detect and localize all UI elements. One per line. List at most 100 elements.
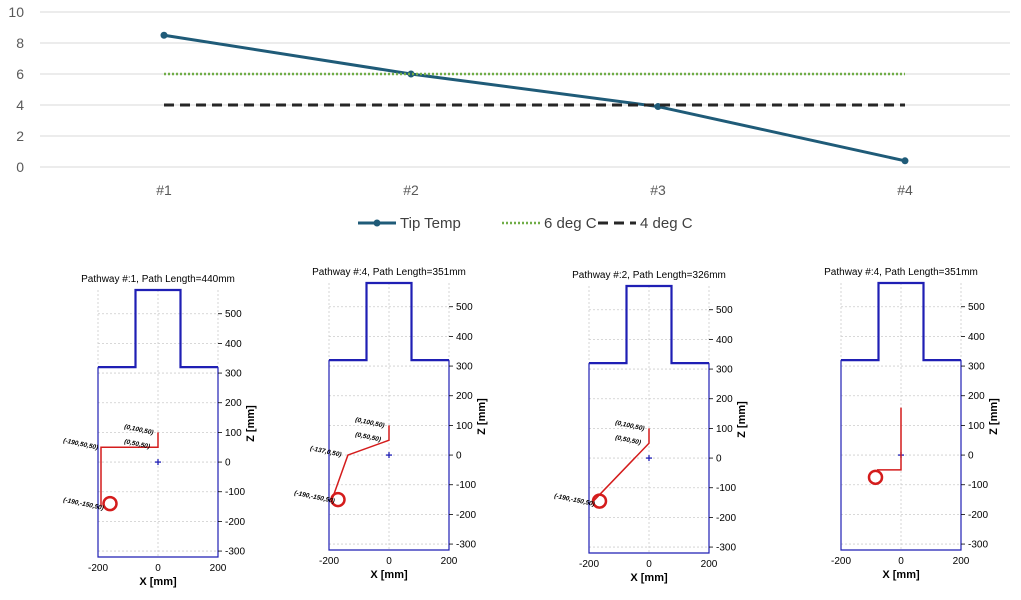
z-tick-label: 0 [716,454,722,465]
y-tick-label: 6 [16,66,24,82]
pathway-panel-1: Pathway #:1, Path Length=440mm -300 -200 -1… [63,274,257,588]
z-tick-label: 100 [716,424,733,435]
origin-marker [155,459,161,466]
z-axis-label: Z [mm] [245,405,257,442]
panel-title: Pathway #:4, Path Length=351mm [312,267,466,278]
legend-item: Tip Temp [358,215,461,232]
x-axis: -200 0 200 [579,559,718,570]
z-axis-label: Z [mm] [988,398,1000,435]
origin-marker [646,455,652,462]
z-tick-label: 300 [456,362,473,373]
z-tick-label: 500 [968,302,985,313]
z-tick-label: 200 [968,391,985,402]
x-tick-label: 0 [898,556,904,567]
pathway-panel-3: Pathway #:2, Path Length=326mm -300 -200 -1… [554,270,748,584]
body-shoulder-outline [98,288,218,369]
pathway-panel-2: Pathway #:4, Path Length=351mm -300 -200 -1… [294,267,488,581]
y-tick-label: 2 [16,128,24,144]
legend-label: Tip Temp [400,215,461,232]
z-tick-label: -200 [225,517,245,528]
z-axis-label: Z [mm] [476,398,488,435]
z-axis-label: Z [mm] [736,401,748,438]
z-tick-label: -100 [456,480,476,491]
z-axis: -300 -200 -100 0 100 200 300 400 500 [218,309,245,558]
z-tick-label: -200 [456,510,476,521]
x-tick-label: 0 [646,559,652,570]
x-tick-label: -200 [319,556,339,567]
z-tick-label: 500 [225,309,242,320]
z-tick-label: -200 [968,510,988,521]
legend-item: 6 deg C [502,215,597,232]
z-tick-label: -300 [456,540,476,551]
z-tick-label: 300 [716,365,733,376]
x-tick-label: -200 [579,559,599,570]
z-tick-label: 100 [225,428,242,439]
target-ring [591,493,608,509]
y-tick-label: 8 [16,35,24,51]
panel-title: Pathway #:4, Path Length=351mm [824,267,978,278]
x-axis-tick-labels: #1 #2 #3 #4 [156,182,913,198]
panel-title: Pathway #:2, Path Length=326mm [572,270,726,281]
z-axis: -300 -200 -100 0 100 200 300 400 500 [709,305,736,554]
x-tick-label: #2 [403,182,419,198]
target-ring [867,469,884,486]
z-tick-label: 0 [225,458,231,469]
z-tick-label: 200 [456,391,473,402]
z-tick-label: -300 [225,547,245,558]
point-annotation: (0,50,50) [355,431,382,443]
data-point [901,157,909,165]
series-line [163,33,906,163]
chart-legend: Tip Temp 6 deg C 4 deg C [358,215,693,232]
x-axis: -200 0 200 [319,556,458,567]
body-shoulder-outline [589,284,709,365]
pathway-line [877,407,902,471]
z-tick-label: 300 [968,362,985,373]
body-shoulder-outline [841,281,961,362]
point-annotation: (-137,0,50) [309,445,342,458]
z-tick-label: -100 [225,487,245,498]
y-tick-label: 0 [16,159,24,175]
x-tick-label: 0 [155,563,161,574]
data-point [407,70,415,78]
point-annotation: (0,50,50) [124,438,151,450]
pathway-line [331,425,390,500]
x-tick-label: 200 [953,556,970,567]
y-axis-tick-labels: 0 2 4 6 8 10 [8,4,24,175]
z-axis: -300 -200 -100 0 100 200 300 400 500 [961,302,988,551]
pathway-line [100,432,159,507]
target-ring [102,495,118,512]
body-shoulder-outline [329,281,449,362]
target-ring [330,491,346,508]
legend-item: 4 deg C [598,215,693,232]
z-tick-label: 400 [225,339,242,350]
z-tick-label: -100 [716,483,736,494]
z-tick-label: 200 [225,398,242,409]
x-axis: -200 0 200 [831,556,970,567]
x-tick-label: 200 [210,563,227,574]
x-axis-label: X [mm] [630,572,668,584]
panel-grid [328,283,450,550]
z-tick-label: -100 [968,480,988,491]
z-tick-label: 400 [968,332,985,343]
point-annotation: (-190,50,50) [63,437,99,451]
x-tick-label: #4 [897,182,913,198]
panel-grid [588,286,710,553]
y-tick-label: 4 [16,97,24,113]
z-tick-label: 400 [456,332,473,343]
x-tick-label: #1 [156,182,172,198]
origin-marker [386,452,392,459]
z-axis: -300 -200 -100 0 100 200 300 400 500 [449,302,476,551]
x-tick-label: 200 [701,559,718,570]
point-annotation: (0,100,50) [124,424,154,437]
legend-label: 6 deg C [544,215,597,232]
data-point [160,31,168,39]
x-axis-label: X [mm] [139,576,177,588]
x-tick-label: #3 [650,182,666,198]
point-annotation: (0,100,50) [355,417,385,430]
panel-grid [97,290,219,557]
x-tick-label: 200 [441,556,458,567]
z-tick-label: 300 [225,369,242,380]
x-tick-label: -200 [831,556,851,567]
legend-label: 4 deg C [640,215,693,232]
z-tick-label: 500 [456,302,473,313]
